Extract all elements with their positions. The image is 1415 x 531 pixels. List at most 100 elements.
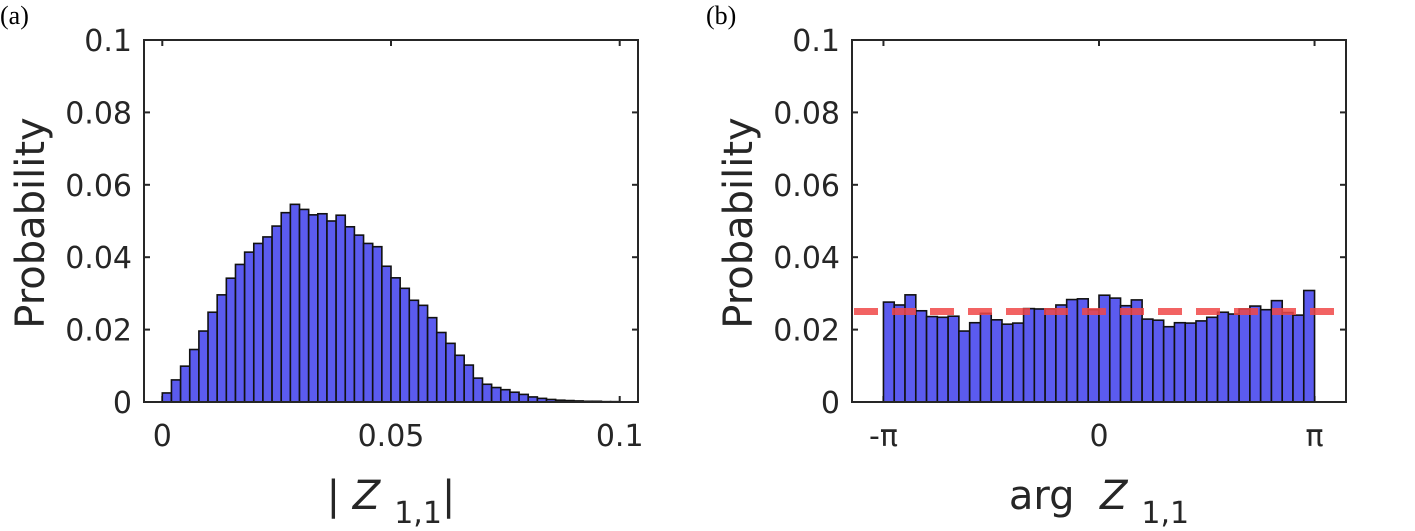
panel-b-bar — [1302, 289, 1316, 403]
panel-a-bar — [252, 242, 264, 403]
panel-b: (b) Probability 0 0.02 0.04 0.06 0.08 0.1 -π 0… — [706, 1, 1347, 531]
panel-b-x-tick-label: 0 — [1089, 419, 1108, 454]
panel-b-bar — [1001, 323, 1014, 403]
panel-a-bar — [234, 263, 246, 403]
panel-b-bar — [990, 319, 1003, 403]
panel-b-bar — [1184, 322, 1197, 403]
panel-a-x-tick-label: 0 — [153, 419, 172, 454]
panel-a-xlabel-var: Z — [352, 473, 382, 519]
panel-b-label: (b) — [706, 1, 736, 30]
panel-b-bar — [1249, 305, 1262, 403]
panel-b-y-tick-label: 0.08 — [773, 96, 840, 131]
panel-b-axes — [851, 39, 1347, 403]
panel-b-y-tick-label: 0.1 — [792, 24, 840, 59]
panel-b-bar — [1152, 319, 1165, 403]
panel-a-bar — [271, 225, 283, 403]
panel-b-ylabel: Probability — [716, 117, 762, 328]
panel-b-bar — [1162, 325, 1176, 403]
panel-a-bar — [371, 245, 383, 403]
panel-b-y-tick-label: 0.02 — [773, 314, 840, 349]
panel-b-bar — [1130, 299, 1143, 403]
panel-a-bar — [243, 251, 255, 403]
panel-a-bar — [381, 265, 392, 403]
panel-b-bar — [1216, 311, 1230, 403]
panel-a-bar — [499, 388, 511, 403]
panel-a-y-tick-label: 0 — [113, 386, 132, 421]
panel-a-bar — [481, 383, 493, 403]
panel-b-y-ticks: 0 0.02 0.04 0.06 0.08 0.1 — [773, 24, 1346, 421]
panel-b-y-tick-label: 0.04 — [773, 241, 840, 276]
panel-a-bar — [353, 234, 365, 403]
panel-a-bar — [188, 348, 200, 403]
panel-b-bar — [1108, 297, 1122, 403]
panel-a-bar — [490, 386, 502, 403]
panel-a-bar — [262, 236, 273, 403]
panel-a-bar — [298, 208, 310, 403]
panel-a-y-tick-label: 0.06 — [65, 169, 132, 204]
panel-a-bar — [454, 354, 465, 403]
panel-b-xlabel-prefix: arg — [1009, 473, 1100, 519]
panel-a-bar — [362, 242, 374, 403]
panel-b-bar — [882, 301, 896, 403]
panel-a-xlabel-suffix: | — [442, 473, 455, 519]
panel-b-bar — [1022, 307, 1036, 403]
panel-b-bar — [1205, 316, 1219, 403]
panel-b-bars — [882, 289, 1316, 403]
panel-b-bar — [1055, 304, 1068, 403]
panel-a-y-tick-label: 0.02 — [65, 314, 132, 349]
panel-a-y-ticks: 0 0.02 0.04 0.06 0.08 0.1 — [65, 24, 638, 421]
panel-b-bar — [1173, 321, 1187, 403]
panel-b-bar — [1141, 318, 1154, 403]
panel-a-bar — [289, 203, 301, 403]
panel-a-bar — [399, 287, 411, 403]
panel-b-xlabel-var: Z — [1099, 473, 1129, 519]
panel-a-x-ticks: 0 0.05 0.1 — [153, 40, 644, 454]
panel-b-bar — [893, 304, 906, 403]
panel-a-y-tick-label: 0.08 — [65, 96, 132, 131]
panel-a-bar — [463, 364, 475, 403]
panel-b-bar — [1270, 299, 1284, 403]
panel-a-bar — [390, 277, 401, 403]
panel-a-bar — [207, 311, 218, 403]
panel-b-bar — [936, 316, 949, 403]
panel-b-bar — [958, 330, 971, 403]
panel-b-bar — [1011, 322, 1025, 403]
panel-a-bar — [307, 214, 319, 403]
panel-a-bar — [216, 294, 228, 403]
panel-b-bar — [968, 321, 982, 403]
panel-b-bar — [1292, 314, 1305, 403]
panel-b-bar — [925, 315, 939, 403]
panel-a-label: (a) — [0, 1, 29, 30]
panel-b-bar — [1281, 311, 1294, 403]
panel-b-bar — [1259, 308, 1273, 403]
panel-b-bar — [1238, 308, 1251, 403]
panel-b-bar — [1195, 320, 1208, 403]
panel-a-y-tick-label: 0.1 — [84, 24, 132, 59]
panel-b-xlabel-sub: 1,1 — [1141, 496, 1189, 531]
panel-a-xlabel-prefix: | — [327, 473, 353, 519]
panel-a-bars — [161, 203, 639, 403]
panel-a-bar — [344, 225, 356, 403]
panel-a-bar — [198, 330, 209, 403]
panel-a-bar — [161, 392, 173, 403]
panel-a-xlabel: | Z 1,1| — [327, 473, 456, 531]
panel-a-bar — [445, 342, 456, 403]
panel-a-bar — [408, 299, 420, 403]
panel-a-x-tick-label: 0.1 — [596, 419, 644, 454]
panel-a-bar — [170, 379, 182, 403]
panel-a-bar — [417, 304, 429, 403]
panel-b-bar — [1119, 304, 1133, 403]
panel-a-bar — [472, 377, 484, 403]
panel-b-x-ticks: -π 0 π — [869, 40, 1324, 454]
panel-b-bar — [979, 312, 993, 403]
panel-a-bar — [225, 277, 237, 403]
panel-b-y-tick-label: 0.06 — [773, 169, 840, 204]
panel-b-bar — [1227, 313, 1240, 403]
panel-b-xlabel: arg Z 1,1 — [1009, 473, 1189, 531]
panel-a-bar — [426, 316, 438, 403]
panel-a-bar — [317, 212, 328, 403]
panel-b-y-tick-label: 0 — [821, 386, 840, 421]
panel-a: (a) Probability 0 0.02 0.04 0.06 0.08 0.1 0 0.… — [0, 1, 644, 531]
panel-a-bar — [518, 393, 530, 403]
